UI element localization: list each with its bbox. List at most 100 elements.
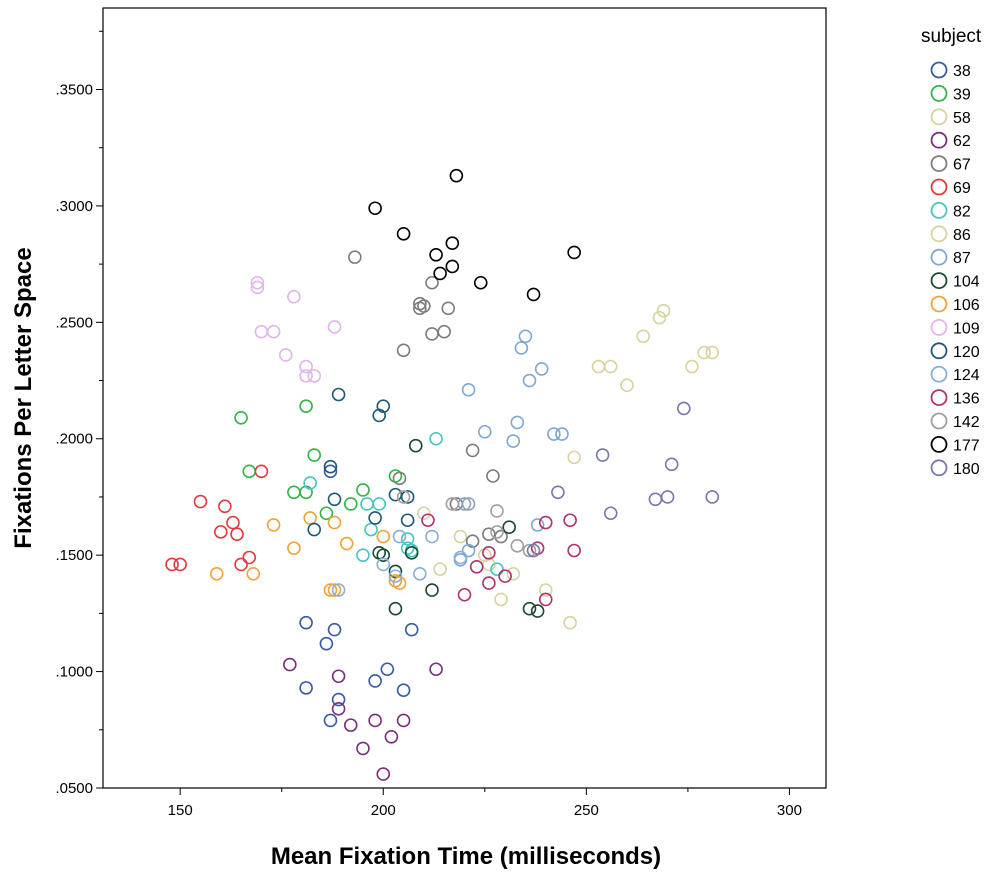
data-point: [697, 345, 711, 360]
data-point: [348, 250, 362, 264]
series-86: [591, 303, 720, 392]
data-point: [331, 702, 346, 716]
data-point: [530, 518, 545, 532]
data-point: [677, 401, 691, 416]
legend-title: subject: [921, 26, 982, 47]
legend-marker: [930, 155, 948, 173]
legend-marker: [930, 61, 948, 79]
series-124: [331, 529, 468, 597]
y-tick-label: .2000: [55, 431, 93, 448]
data-point: [368, 201, 382, 216]
data-point: [603, 506, 618, 521]
y-tick-label: .2500: [55, 314, 93, 331]
data-point: [230, 527, 244, 542]
legend-marker: [930, 435, 948, 453]
data-point: [396, 490, 411, 504]
data-point: [425, 583, 439, 597]
legend-item: 67: [930, 155, 971, 174]
data-point: [303, 476, 317, 490]
data-point: [656, 303, 671, 318]
data-point: [461, 497, 476, 511]
x-tick-label: 300: [777, 802, 802, 819]
legend-item: 58: [930, 108, 971, 127]
data-point: [490, 525, 504, 539]
series-82: [303, 431, 504, 576]
data-point: [563, 513, 577, 528]
data-point: [482, 527, 496, 542]
data-point: [376, 548, 391, 562]
data-point: [408, 438, 423, 453]
data-point: [372, 497, 387, 511]
data-point: [368, 713, 382, 728]
data-point: [603, 359, 618, 374]
data-point: [266, 518, 281, 532]
legend-item: 69: [930, 178, 971, 197]
legend-label: 39: [953, 86, 971, 103]
data-point: [425, 275, 439, 290]
data-point: [506, 566, 521, 581]
data-point: [445, 497, 460, 511]
data-point: [685, 359, 699, 374]
data-point: [425, 529, 439, 544]
data-point: [364, 522, 378, 537]
data-point: [538, 592, 553, 607]
data-point: [494, 592, 508, 607]
data-point: [538, 515, 553, 530]
data-point: [327, 320, 342, 334]
data-point: [400, 513, 415, 528]
data-point: [453, 529, 468, 544]
data-point: [502, 520, 516, 535]
data-point: [404, 546, 419, 560]
data-point: [490, 504, 504, 518]
legend-item: 124: [930, 365, 980, 384]
legend-marker: [930, 178, 948, 196]
x-axis-title: Mean Fixation Time (milliseconds): [271, 843, 661, 870]
data-point: [478, 424, 492, 439]
series-69: [165, 464, 269, 572]
legend-label: 180: [953, 461, 980, 478]
series-106: [209, 511, 407, 597]
series-177: [368, 168, 581, 302]
data-point: [522, 601, 537, 616]
data-point: [482, 546, 496, 560]
series-180: [526, 401, 720, 558]
data-point: [567, 245, 581, 260]
data-point: [246, 566, 261, 581]
data-point: [299, 615, 313, 630]
series-142: [396, 490, 537, 558]
data-point: [660, 490, 675, 504]
data-point: [218, 499, 232, 514]
legend-item: 104: [930, 272, 980, 291]
data-point: [376, 557, 391, 572]
data-point: [380, 662, 395, 677]
legend-item: 177: [930, 435, 980, 454]
series-39: [234, 399, 403, 521]
data-point: [396, 713, 411, 728]
series-87: [453, 329, 569, 567]
data-point: [522, 543, 537, 558]
data-point: [234, 410, 248, 425]
data-point: [331, 583, 346, 597]
data-point: [705, 490, 720, 504]
data-point: [498, 569, 512, 583]
data-point: [319, 636, 334, 651]
y-tick-label: .1000: [55, 664, 93, 681]
legend-marker: [930, 295, 948, 313]
data-point: [287, 541, 301, 555]
data-point: [425, 327, 439, 341]
data-point: [323, 459, 338, 474]
data-point: [547, 427, 561, 441]
data-point: [538, 583, 553, 597]
x-axis: 150 200 250 300: [168, 788, 802, 819]
legend-marker: [930, 342, 948, 360]
data-point: [648, 492, 663, 507]
data-point: [209, 566, 224, 581]
data-point: [445, 236, 460, 250]
data-point: [307, 448, 322, 462]
data-point: [299, 359, 313, 374]
data-point: [339, 536, 354, 551]
data-point: [534, 362, 549, 376]
data-point: [526, 543, 541, 558]
legend-marker: [930, 389, 948, 407]
legend-marker: [930, 85, 948, 102]
